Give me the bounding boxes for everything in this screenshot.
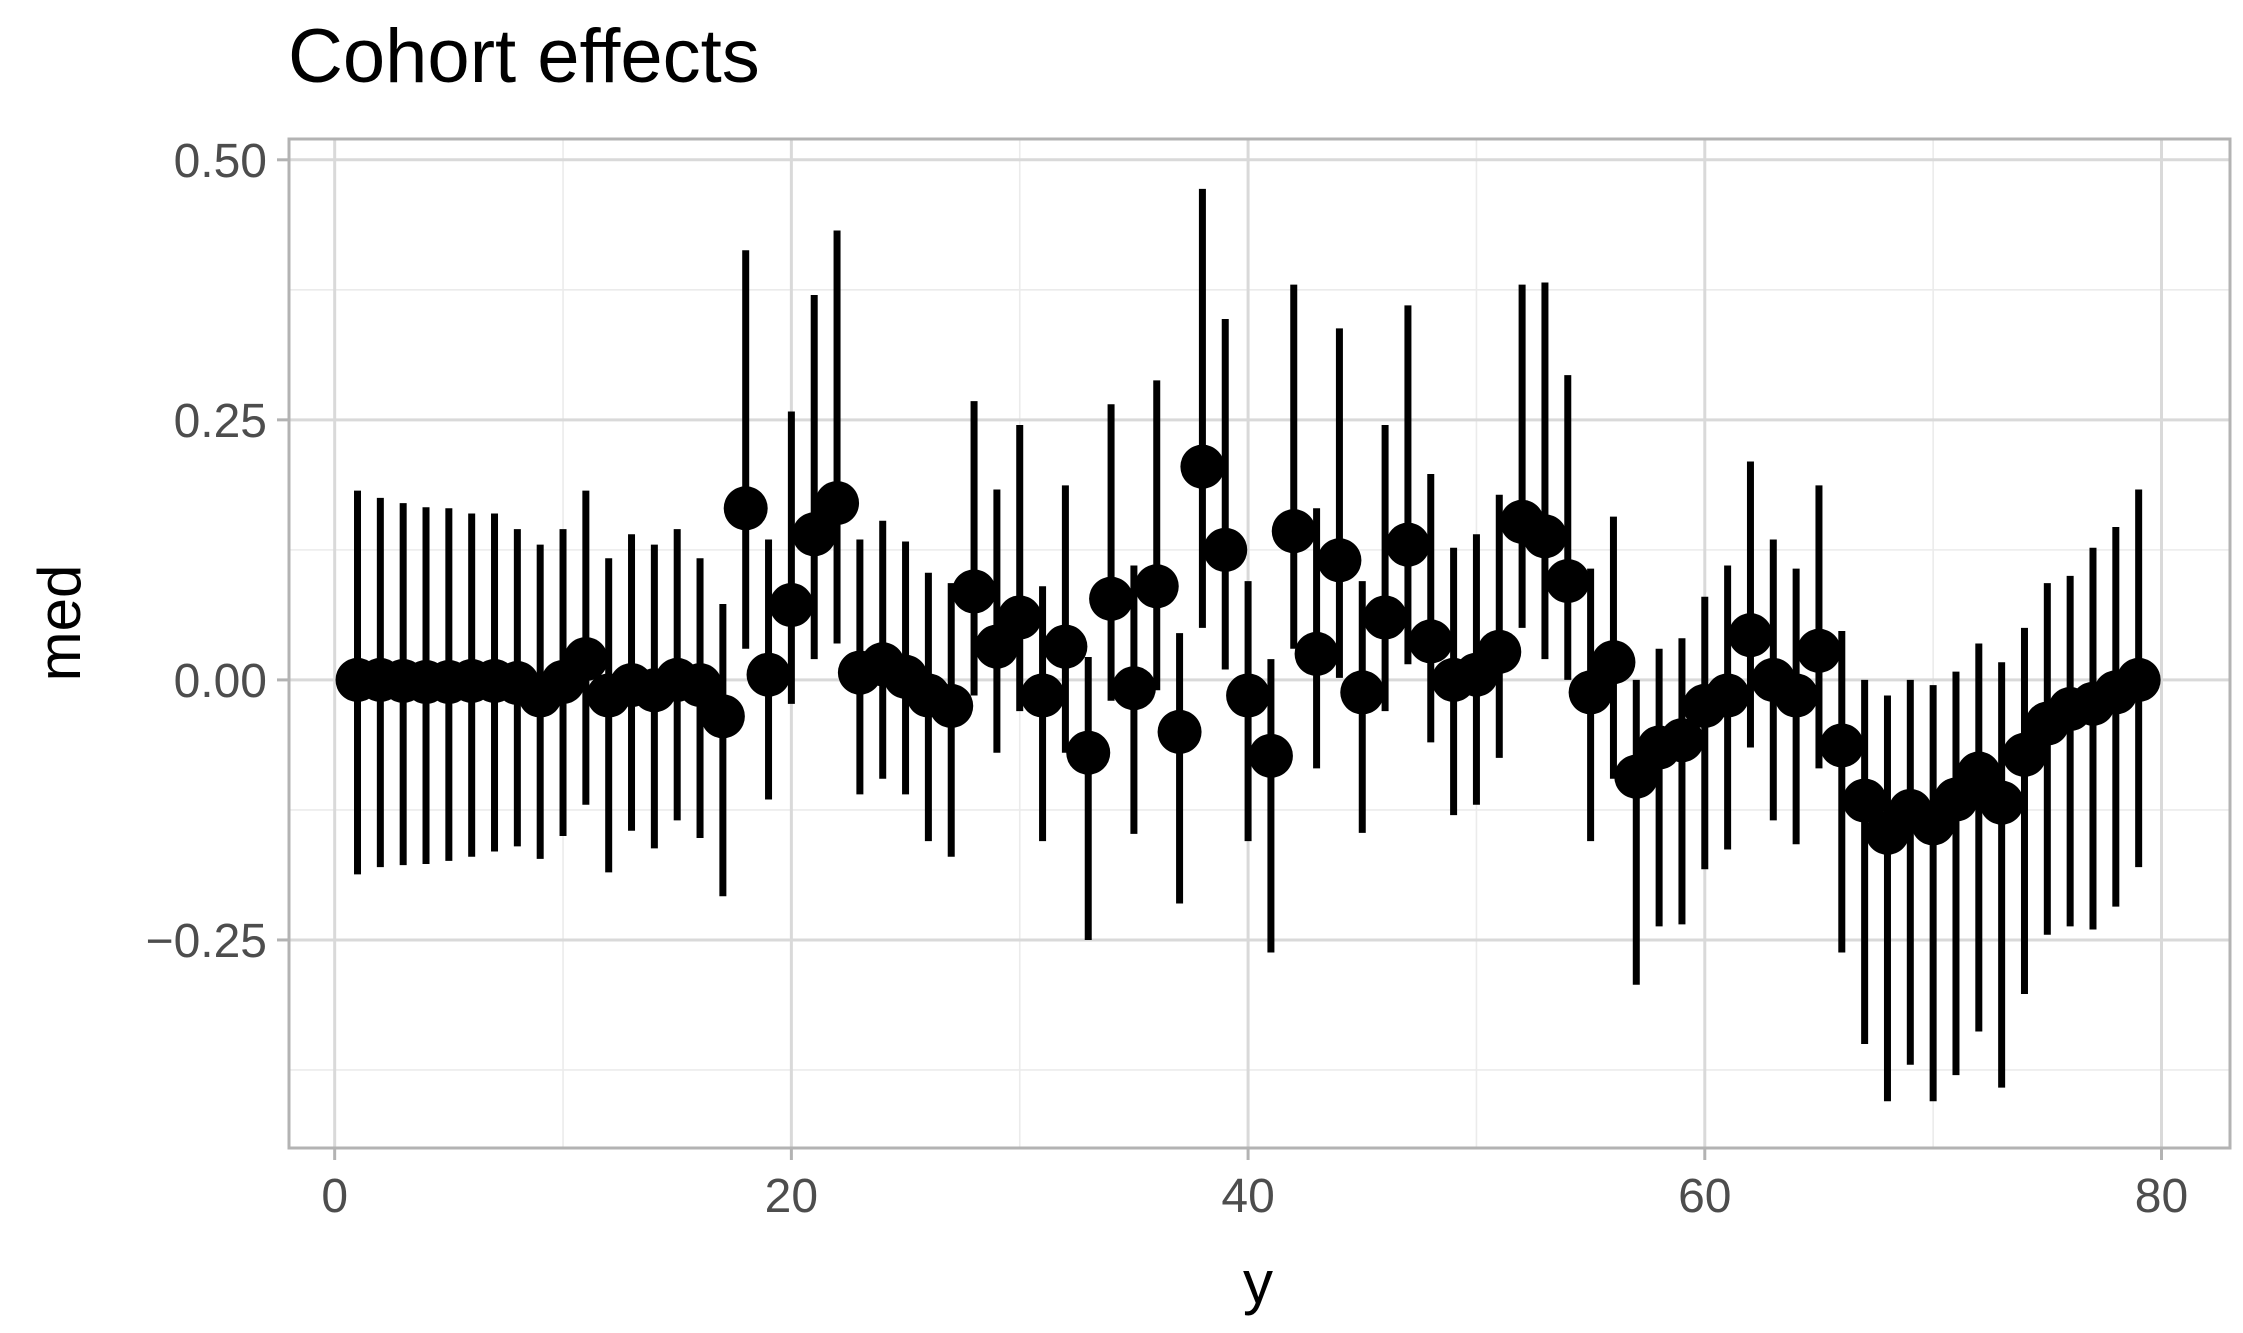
- data-point: [563, 637, 608, 682]
- data-point: [952, 569, 997, 614]
- y-tick-label: 0.25: [174, 395, 267, 448]
- data-point: [678, 663, 723, 708]
- data-point: [1226, 673, 1271, 718]
- data-point: [1089, 576, 1134, 621]
- x-tick-label: 60: [1678, 1170, 1731, 1223]
- data-point: [700, 694, 745, 739]
- y-tick-label: 0.00: [174, 655, 267, 708]
- data-point: [1111, 666, 1156, 711]
- data-point: [1796, 628, 1841, 673]
- data-point: [1385, 522, 1430, 567]
- data-point: [1591, 640, 1636, 685]
- data-point: [1659, 718, 1704, 763]
- data-point: [1568, 670, 1613, 715]
- y-axis-title: med: [26, 565, 93, 682]
- data-points: [335, 444, 2161, 855]
- data-point: [1134, 564, 1179, 609]
- y-tick-label: 0.50: [174, 135, 267, 188]
- chart-title: Cohort effects: [288, 14, 760, 99]
- data-point: [1203, 527, 1248, 572]
- data-point: [1363, 595, 1408, 640]
- panel-border: [287, 137, 2232, 1150]
- data-point: [746, 652, 791, 697]
- data-point: [1043, 624, 1088, 669]
- x-tick-label: 40: [1221, 1170, 1274, 1223]
- x-axis-title: y: [1243, 1249, 1273, 1316]
- data-point: [1248, 733, 1293, 778]
- x-tick-label: 80: [2135, 1170, 2188, 1223]
- data-point: [792, 512, 837, 557]
- data-point: [1522, 514, 1567, 559]
- data-point: [723, 486, 768, 531]
- data-point: [1294, 631, 1339, 676]
- x-tick-label: 20: [765, 1170, 818, 1223]
- data-point: [1774, 673, 1819, 718]
- data-point: [1020, 673, 1065, 718]
- data-point: [1545, 559, 1590, 604]
- data-point: [769, 583, 814, 628]
- data-point: [815, 481, 860, 526]
- data-point: [1157, 709, 1202, 754]
- data-point: [997, 595, 1042, 640]
- data-point: [1728, 613, 1773, 658]
- data-point: [1842, 778, 1887, 823]
- axes: −0.25 0.00 0.25 0.50 0 20 40 60 80: [146, 135, 2189, 1223]
- data-point: [1180, 444, 1225, 489]
- data-point: [1066, 730, 1111, 775]
- data-point: [1271, 509, 1316, 554]
- data-point: [1408, 619, 1453, 664]
- data-point: [2002, 732, 2047, 777]
- data-point: [1477, 629, 1522, 674]
- data-point: [1819, 723, 1864, 768]
- data-point: [1317, 538, 1362, 583]
- x-tick-label: 0: [321, 1170, 348, 1223]
- data-point: [929, 683, 974, 728]
- data-point: [1979, 780, 2024, 825]
- data-point: [2116, 657, 2161, 702]
- data-point: [1705, 673, 1750, 718]
- y-tick-label: −0.25: [146, 915, 267, 968]
- data-point: [1340, 670, 1385, 715]
